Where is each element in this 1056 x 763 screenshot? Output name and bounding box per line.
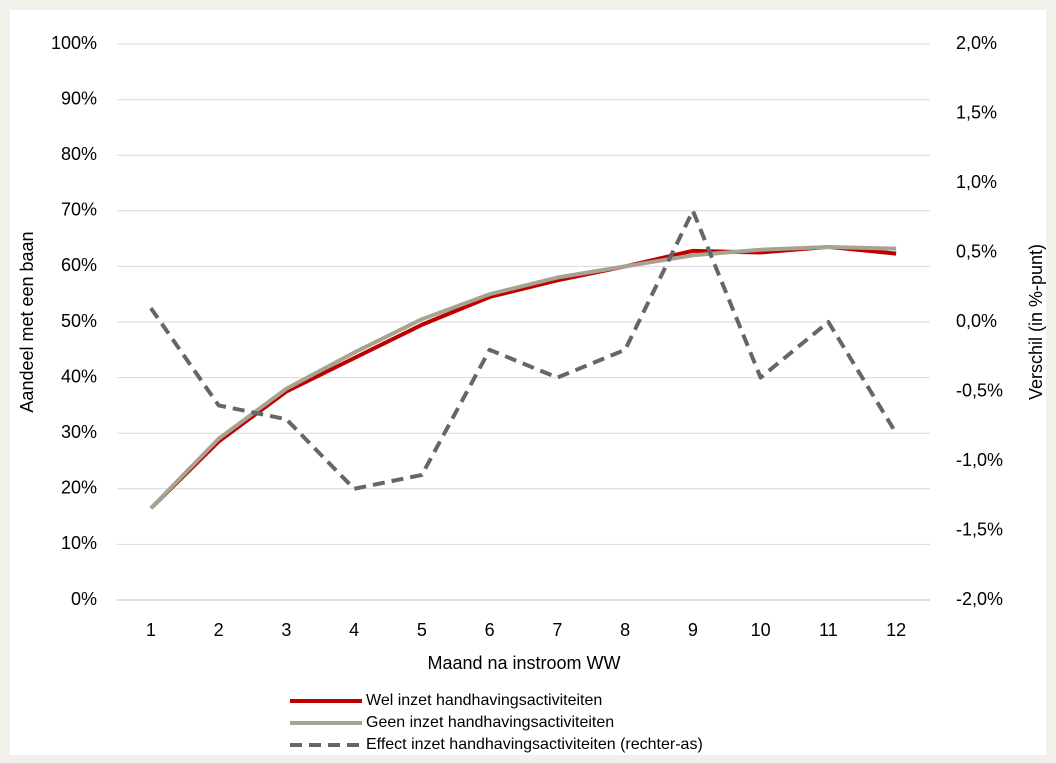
x-tick-label: 9 [688,620,698,640]
x-tick-label: 4 [349,620,359,640]
y2-tick-label: -2,0% [956,589,1003,609]
y-tick-label: 30% [61,422,97,442]
series-line [149,208,898,491]
x-tick-label: 8 [620,620,630,640]
y2-axis-title: Verschil (in %-punt) [1026,244,1046,400]
y-tick-label: 70% [61,200,97,220]
y-tick-label: 40% [61,366,97,386]
y-tick-label: 100% [51,33,97,53]
y2-tick-label: 1,0% [956,172,997,192]
x-tick-label: 3 [281,620,291,640]
y2-tick-label: -1,5% [956,519,1003,539]
x-tick-label: 5 [417,620,427,640]
y2-tick-label: -0,5% [956,380,1003,400]
x-tick-label: 10 [751,620,771,640]
series-line [149,244,897,510]
y-tick-label: 10% [61,533,97,553]
x-tick-label: 11 [819,620,838,640]
y2-tick-label: -1,0% [956,450,1003,470]
x-axis-title: Maand na instroom WW [427,653,620,673]
legend-label: Wel inzet handhavingsactiviteiten [366,692,602,709]
y2-tick-label: 0,5% [956,241,997,261]
y-tick-label: 60% [61,255,97,275]
y-tick-label: 50% [61,311,97,331]
x-tick-label: 6 [485,620,495,640]
x-tick-label: 1 [146,620,156,640]
y-tick-label: 80% [61,144,97,164]
y-tick-label: 90% [61,88,97,108]
y2-tick-label: 2,0% [956,33,997,53]
x-tick-label: 12 [886,620,906,640]
chart-area [10,10,1046,755]
y2-tick-label: 1,5% [956,102,997,122]
x-tick-label: 2 [214,620,224,640]
legend-label: Effect inzet handhavingsactiviteiten (re… [366,736,703,753]
x-tick-label: 7 [552,620,562,640]
legend-label: Geen inzet handhavingsactiviteiten [366,714,614,731]
y2-tick-label: 0,0% [956,311,997,331]
y-tick-label: 20% [61,478,97,498]
series-line [149,244,897,510]
y-axis-title: Aandeel met een baan [17,231,37,412]
y-tick-label: 0% [71,589,97,609]
